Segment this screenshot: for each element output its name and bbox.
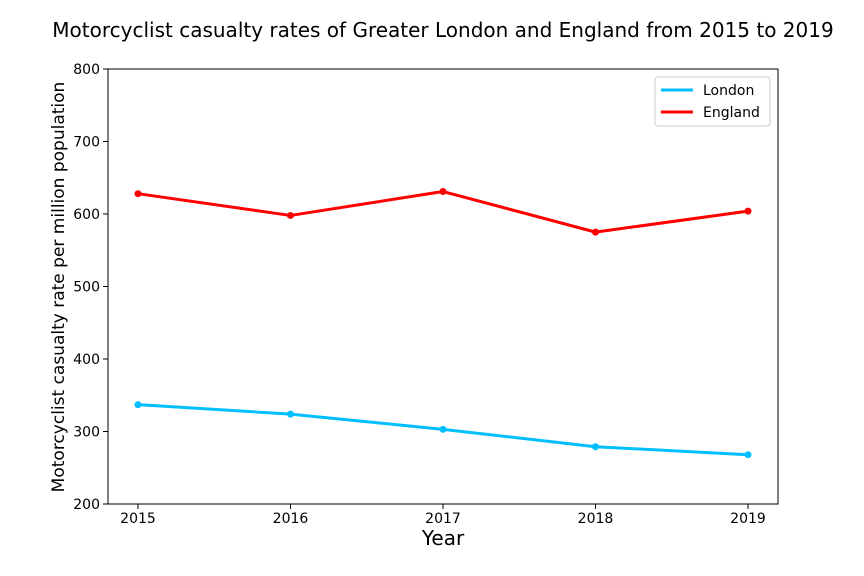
x-axis: 2015 2016 2017 2018 2019 bbox=[120, 504, 766, 527]
y-tick-label: 700 bbox=[73, 135, 100, 151]
series-london bbox=[134, 401, 752, 459]
legend-label-london: London bbox=[703, 83, 754, 99]
y-tick-label: 500 bbox=[73, 280, 100, 296]
legend: London England bbox=[654, 76, 771, 127]
data-point-england bbox=[134, 190, 142, 198]
data-point-london bbox=[744, 451, 752, 459]
plot-area bbox=[107, 68, 779, 505]
y-axis-label: Motorcyclist casualty rate per million p… bbox=[49, 82, 69, 493]
x-tick-label: 2017 bbox=[425, 511, 461, 527]
y-tick-label: 400 bbox=[73, 352, 100, 368]
y-tick-label: 800 bbox=[73, 62, 100, 78]
legend-label-england: England bbox=[703, 105, 760, 121]
data-point-england bbox=[744, 207, 752, 215]
x-tick-label: 2016 bbox=[273, 511, 309, 527]
series-layer bbox=[134, 188, 752, 459]
data-point-london bbox=[592, 443, 599, 451]
y-tick-label: 300 bbox=[73, 425, 100, 441]
x-tick-label: 2015 bbox=[120, 511, 156, 527]
series-england bbox=[134, 188, 752, 236]
x-tick-label: 2019 bbox=[730, 511, 766, 527]
y-tick-label: 200 bbox=[73, 497, 100, 513]
data-point-england bbox=[287, 211, 294, 219]
x-tick-label: 2018 bbox=[578, 511, 614, 527]
data-point-london bbox=[134, 401, 142, 409]
y-axis: 200 300 400 500 600 700 800 bbox=[73, 62, 108, 513]
data-point-london bbox=[287, 410, 294, 418]
data-point-england bbox=[439, 188, 447, 196]
y-tick-label: 600 bbox=[73, 207, 100, 223]
data-point-london bbox=[439, 425, 447, 433]
series-line-england bbox=[136, 190, 750, 234]
data-point-england bbox=[592, 228, 599, 236]
chart-title: Motorcyclist casualty rates of Greater L… bbox=[52, 18, 833, 42]
x-axis-label: Year bbox=[421, 526, 465, 550]
